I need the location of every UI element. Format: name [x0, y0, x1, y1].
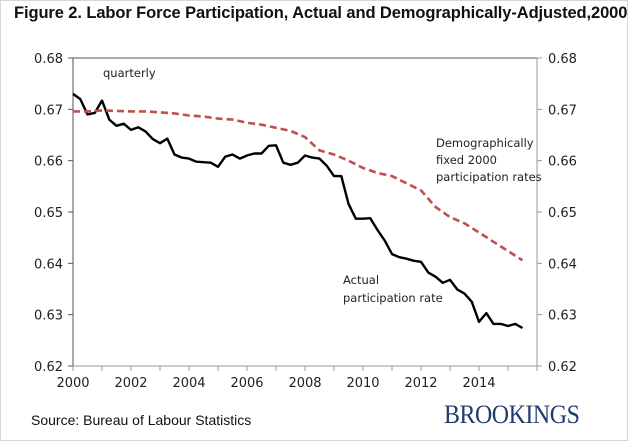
y-tick-label-left: 0.65	[34, 206, 63, 221]
y-tick-label-right: 0.66	[548, 155, 577, 170]
chart-title: Figure 2. Labor Force Participation, Act…	[14, 4, 628, 22]
actual-series-label: participation rate	[343, 291, 443, 305]
x-tick-label: 2002	[114, 376, 147, 391]
annotations: quarterly Demographically fixed 2000 partic…	[103, 66, 542, 305]
axes: 0.62 0.62 0.63 0.63 0.64 0.64 0.65 0.65 0.66 0.66…	[34, 52, 577, 391]
demographically-fixed-line	[73, 109, 524, 262]
fixed-series-label: Demographically	[436, 136, 534, 150]
y-tick-label-right: 0.68	[548, 52, 577, 67]
y-tick-label-right: 0.67	[548, 103, 577, 118]
x-tick-label: 2010	[346, 376, 379, 391]
source-note: Source: Bureau of Labour Statistics	[31, 412, 252, 428]
brookings-logo: BROOKINGS	[444, 400, 580, 429]
y-tick-label-left: 0.62	[34, 360, 63, 375]
actual-series-label: Actual	[343, 273, 379, 287]
series-group	[72, 92, 524, 330]
x-tick-label: 2000	[56, 376, 89, 391]
y-tick-label-right: 0.65	[548, 206, 577, 221]
actual-participation-line	[72, 92, 524, 330]
y-tick-label-left: 0.67	[34, 103, 63, 118]
x-tick-label: 2014	[462, 376, 495, 391]
y-tick-label-left: 0.68	[34, 52, 63, 67]
x-tick-label: 2012	[404, 376, 437, 391]
y-tick-label-left: 0.64	[34, 257, 63, 272]
y-tick-label-right: 0.64	[548, 257, 577, 272]
fixed-series-label: participation rates	[436, 170, 542, 184]
y-tick-label-right: 0.62	[548, 360, 577, 375]
y-tick-label-right: 0.63	[548, 309, 577, 324]
x-tick-label: 2008	[288, 376, 321, 391]
frequency-annotation: quarterly	[103, 66, 156, 80]
y-tick-label-left: 0.63	[34, 309, 63, 324]
y-tick-label-left: 0.66	[34, 155, 63, 170]
fixed-series-label: fixed 2000	[436, 153, 497, 167]
x-tick-label: 2006	[230, 376, 263, 391]
x-tick-label: 2004	[172, 376, 205, 391]
